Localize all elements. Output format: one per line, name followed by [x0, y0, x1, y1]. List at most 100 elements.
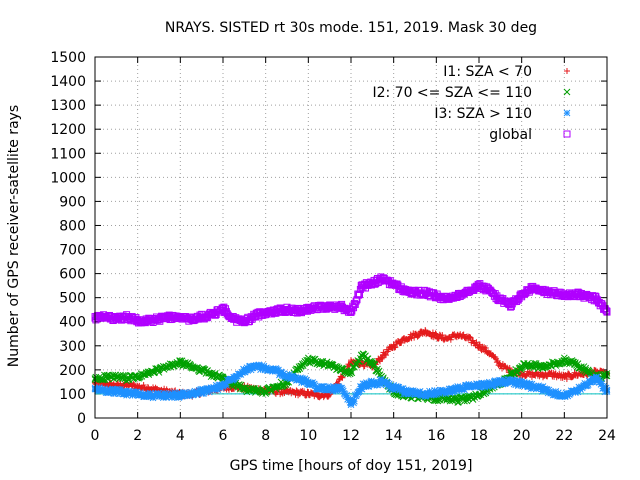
data-point: [432, 292, 440, 300]
data-point: [230, 315, 238, 323]
data-point: [379, 378, 387, 386]
data-point: [112, 388, 120, 395]
chart-title: NRAYS. SISTED rt 30s mode. 151, 2019. Ma…: [165, 20, 537, 36]
data-point: [356, 290, 364, 298]
y-tick-label: 1500: [50, 50, 86, 66]
x-tick-label: 22: [555, 428, 573, 444]
data-point: [102, 386, 110, 394]
data-point: [123, 389, 131, 397]
data-point: [123, 374, 131, 382]
data-point: [578, 363, 585, 371]
data-point: [496, 296, 504, 304]
y-axis-label: Number of GPS receiver-satellite rays: [6, 105, 22, 367]
data-point: [304, 304, 312, 312]
data-point: [102, 373, 110, 381]
series-4: [91, 273, 611, 327]
data-point: [378, 355, 385, 362]
data-point: [304, 356, 312, 364]
legend-marker: [563, 130, 571, 138]
data-point: [358, 352, 366, 359]
legend-label: I2: 70 <= SZA <= 110: [372, 85, 532, 101]
data-point: [166, 313, 174, 321]
data-point: [155, 366, 163, 374]
x-tick-label: 10: [299, 428, 317, 444]
data-point: [294, 307, 302, 315]
data-point: [565, 370, 572, 377]
data-point: [602, 307, 610, 315]
y-tick-label: 1400: [50, 74, 86, 90]
data-point: [443, 295, 451, 303]
x-tick-label: 0: [91, 428, 100, 444]
data-point: [561, 374, 568, 381]
series-3: [91, 361, 611, 409]
y-tick-label: 1300: [50, 98, 86, 114]
data-point: [166, 391, 174, 399]
data-point: [124, 381, 130, 388]
data-point: [368, 379, 376, 387]
data-point: [486, 286, 494, 294]
data-point: [447, 336, 454, 343]
data-point: [144, 370, 152, 377]
data-point: [539, 288, 547, 296]
data-point: [380, 352, 386, 359]
grid-lines: [95, 57, 607, 418]
data-point: [518, 291, 526, 299]
data-point: [240, 318, 248, 326]
data-point: [493, 359, 500, 366]
data-point: [187, 315, 195, 323]
data-point: [336, 376, 343, 383]
x-tick-label: 12: [342, 428, 360, 444]
data-point: [198, 388, 206, 395]
data-point: [401, 335, 408, 342]
data-point: [355, 358, 363, 365]
data-point: [390, 342, 397, 349]
data-series: [91, 273, 611, 409]
data-point: [475, 282, 483, 290]
data-point: [208, 385, 216, 393]
legend: I1: SZA < 70 I2: 70 <= SZA <= 110 I3: SZA …: [372, 64, 571, 143]
data-point: [432, 330, 439, 337]
data-point: [475, 382, 483, 389]
data-point: [422, 390, 430, 398]
data-point: [358, 383, 366, 391]
data-point: [454, 291, 462, 299]
data-point: [560, 391, 568, 399]
data-point: [134, 317, 142, 325]
data-point: [454, 331, 461, 338]
x-tick-label: 18: [470, 428, 488, 444]
data-point: [539, 364, 547, 371]
data-point: [443, 388, 451, 395]
data-point: [540, 371, 546, 378]
data-point: [262, 388, 270, 395]
data-point: [432, 389, 440, 397]
data-point: [251, 362, 259, 370]
data-point: [144, 317, 152, 325]
data-point: [316, 392, 322, 399]
data-point: [326, 303, 334, 311]
x-tick-label: 6: [219, 428, 228, 444]
data-point: [338, 374, 345, 381]
data-point: [134, 373, 142, 381]
data-point: [240, 366, 248, 374]
data-point: [592, 374, 600, 382]
data-point: [454, 385, 462, 393]
data-point: [198, 313, 206, 321]
data-point: [582, 380, 590, 388]
data-point: [284, 389, 290, 396]
data-point: [176, 359, 184, 367]
data-point: [336, 302, 344, 310]
data-point: [208, 371, 216, 379]
data-point: [339, 374, 346, 381]
y-tick-label: 300: [59, 339, 86, 355]
data-point: [336, 366, 344, 374]
data-point: [507, 371, 515, 379]
data-point: [294, 389, 301, 396]
data-point: [166, 362, 174, 370]
data-point: [475, 391, 483, 399]
data-point: [398, 339, 405, 346]
data-point: [486, 380, 494, 388]
data-point: [506, 365, 513, 372]
data-point: [464, 383, 472, 391]
data-point: [411, 289, 419, 297]
